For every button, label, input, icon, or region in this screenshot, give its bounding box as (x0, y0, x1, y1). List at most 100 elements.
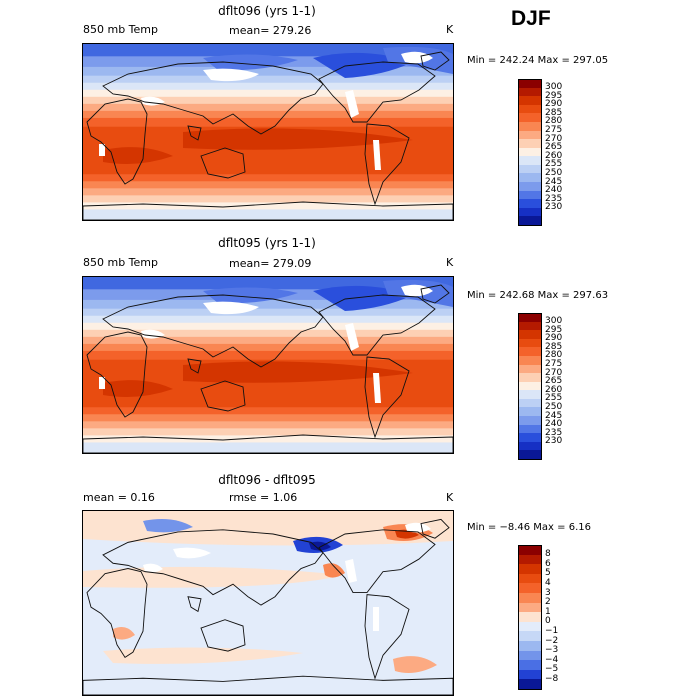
coastline (102, 529, 324, 606)
difference-contour (393, 656, 437, 673)
coastline (364, 123, 410, 206)
coastline (187, 358, 202, 374)
season-label: DJF (511, 7, 551, 30)
colorbar-swatch (518, 347, 542, 357)
temperature-band (83, 96, 453, 105)
temperature-band (83, 202, 453, 210)
rmse-label: rmse = 1.06 (229, 491, 298, 504)
temperature-band (83, 435, 453, 443)
min-max-label: Min = −8.46 Max = 6.16 (467, 522, 591, 533)
colorbar-swatch (518, 660, 542, 671)
colorbar-swatch (518, 113, 542, 123)
temperature-band (83, 66, 453, 77)
coastline (86, 98, 148, 185)
colorbar-tick-label: 290 (545, 333, 563, 344)
map-canvas (83, 277, 453, 453)
colorbar-swatch (518, 96, 542, 106)
temperature-contour (103, 380, 173, 397)
colorbar-tick-label: 270 (545, 367, 563, 378)
panel-title: dflt095 (yrs 1-1) (218, 236, 316, 250)
missing-data-area (143, 563, 163, 573)
colorbar-tick-label: 245 (545, 410, 563, 421)
coastline (86, 568, 148, 659)
temperature-band (83, 336, 453, 345)
difference-contour (83, 511, 453, 546)
temperature-band (83, 322, 453, 331)
coastline (86, 331, 148, 418)
colorbar-swatch (518, 554, 542, 565)
units-label: K (446, 23, 454, 36)
colorbar-tick-label: −4 (545, 654, 559, 665)
colorbar-tick-label: 255 (545, 393, 563, 404)
temperature-band (83, 421, 453, 429)
temperature-contour (183, 128, 413, 150)
missing-data-area (99, 144, 105, 156)
colorbar-tick-label: 4 (545, 577, 551, 588)
colorbar-tick-label: 300 (545, 316, 563, 327)
colorbar-tick-label: 245 (545, 176, 563, 187)
temperature-map (82, 276, 454, 454)
colorbar-swatch (518, 338, 542, 348)
colorbar-swatch (518, 321, 542, 331)
colorbar-swatch (518, 602, 542, 613)
panel-title: dflt096 - dflt095 (218, 473, 316, 487)
colorbar-tick-label: −8 (545, 673, 559, 684)
temperature-map (82, 43, 454, 221)
coastline (102, 294, 324, 368)
temperature-band (83, 181, 453, 189)
coastline (200, 619, 246, 652)
colorbar-swatch (518, 573, 542, 584)
colorbar-swatch (518, 441, 542, 451)
temperature-band (83, 350, 453, 361)
coastline (187, 596, 202, 613)
temperature-band (83, 195, 453, 203)
temperature-contour (183, 361, 413, 383)
missing-data-area (203, 301, 259, 315)
colorbar-swatch (518, 679, 542, 691)
coastline (318, 61, 436, 123)
colorbar-swatch (518, 381, 542, 391)
colorbar-swatch (518, 390, 542, 400)
colorbar-swatch (518, 199, 542, 209)
panel-title: dflt096 (yrs 1-1) (218, 4, 316, 18)
coastline (200, 147, 246, 179)
colorbar-swatch (518, 416, 542, 426)
temperature-band (83, 343, 453, 352)
colorbar-tick-label: 290 (545, 99, 563, 110)
temperature-band (83, 299, 453, 310)
colorbar-tick-label: 8 (545, 549, 551, 560)
colorbar-swatch (518, 433, 542, 443)
colorbar-tick-label: 6 (545, 558, 551, 569)
colorbar-tick-label: −3 (545, 645, 559, 656)
colorbar-swatch (518, 621, 542, 632)
colorbar-swatch (518, 593, 542, 604)
colorbar-tick-label: 230 (545, 202, 563, 213)
temperature-band (83, 407, 453, 415)
coastline (318, 529, 436, 594)
colorbar-tick-label: 235 (545, 193, 563, 204)
colorbar-tick-label: 230 (545, 436, 563, 447)
difference-contour (103, 647, 303, 664)
colorbar-tick-label: 295 (545, 324, 563, 335)
coastline (364, 594, 410, 680)
temperature-band (83, 89, 453, 98)
colorbar-swatch (518, 545, 542, 557)
colorbar-swatch (518, 87, 542, 97)
variable-label: 850 mb Temp (83, 23, 159, 36)
colorbar-tick-label: 270 (545, 133, 563, 144)
mean-label: mean= 279.09 (229, 257, 312, 270)
colorbar-swatch (518, 669, 542, 680)
colorbar-swatch (518, 641, 542, 652)
colorbar-tick-label: 280 (545, 116, 563, 127)
colorbar-swatch (518, 121, 542, 132)
missing-data-area (401, 51, 433, 64)
coastlines (83, 284, 453, 453)
colorbar-tick-label: 295 (545, 90, 563, 101)
difference-contour (113, 627, 135, 640)
temperature-band (83, 103, 453, 112)
colorbar-swatch (518, 330, 542, 340)
min-max-label: Min = 242.24 Max = 297.05 (467, 55, 609, 66)
colorbar-tick-label: 285 (545, 107, 563, 118)
colorbar-swatch (518, 424, 542, 434)
temperature-contour (103, 147, 173, 164)
